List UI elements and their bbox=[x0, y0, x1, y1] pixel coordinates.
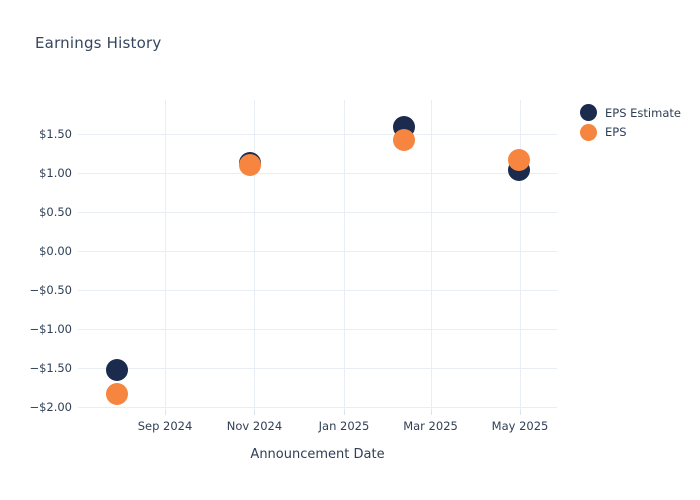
legend-label: EPS Estimate bbox=[605, 105, 681, 120]
x-tick-mark bbox=[520, 410, 521, 415]
x-gridline bbox=[520, 100, 521, 410]
x-gridline bbox=[165, 100, 166, 410]
y-gridline bbox=[78, 367, 557, 369]
data-point-eps[interactable] bbox=[507, 148, 530, 171]
x-tick-mark bbox=[343, 410, 345, 415]
x-gridline bbox=[254, 100, 256, 410]
x-tick-mark bbox=[165, 410, 166, 415]
x-gridline bbox=[430, 100, 432, 410]
y-tick-label: $1.50 bbox=[39, 127, 72, 142]
y-tick-label: −$2.00 bbox=[29, 399, 72, 414]
y-tick-label: −$1.00 bbox=[29, 321, 72, 336]
data-point-eps[interactable] bbox=[105, 383, 128, 406]
x-tick-label: Jan 2025 bbox=[318, 419, 370, 433]
y-gridline bbox=[78, 173, 557, 175]
x-tick-label: Sep 2024 bbox=[137, 419, 193, 433]
y-tick-label: $0.00 bbox=[39, 244, 72, 258]
data-point-eps[interactable] bbox=[393, 128, 416, 151]
legend-marker-icon bbox=[580, 104, 597, 122]
y-gridline bbox=[78, 328, 557, 330]
x-tick-label: Nov 2024 bbox=[226, 419, 283, 433]
y-gridline bbox=[78, 251, 557, 252]
x-tick-label: May 2025 bbox=[491, 419, 549, 433]
x-tick-mark bbox=[430, 410, 432, 415]
y-tick-label: −$0.50 bbox=[29, 282, 72, 297]
x-tick-label: Mar 2025 bbox=[403, 419, 458, 433]
x-axis-title: Announcement Date bbox=[250, 447, 385, 462]
x-gridline bbox=[343, 100, 345, 410]
y-gridline bbox=[78, 212, 557, 214]
y-gridline bbox=[78, 134, 557, 136]
legend-item-eps-estimate[interactable]: EPS Estimate bbox=[580, 104, 681, 122]
legend-label: EPS bbox=[605, 125, 627, 140]
data-point-eps[interactable] bbox=[239, 154, 262, 177]
y-tick-label: $0.50 bbox=[39, 205, 72, 220]
legend: EPS Estimate EPS bbox=[580, 104, 681, 141]
x-tick-mark bbox=[254, 410, 256, 415]
chart-title: Earnings History bbox=[35, 34, 162, 52]
y-tick-label: −$1.50 bbox=[29, 360, 72, 375]
y-gridline bbox=[78, 406, 557, 408]
y-tick-label: $1.00 bbox=[39, 166, 72, 181]
plot-area bbox=[78, 100, 557, 415]
data-point-eps-estimate[interactable] bbox=[105, 359, 128, 382]
legend-item-eps[interactable]: EPS bbox=[580, 123, 681, 142]
legend-marker-icon bbox=[580, 123, 597, 141]
y-gridline bbox=[78, 289, 557, 291]
